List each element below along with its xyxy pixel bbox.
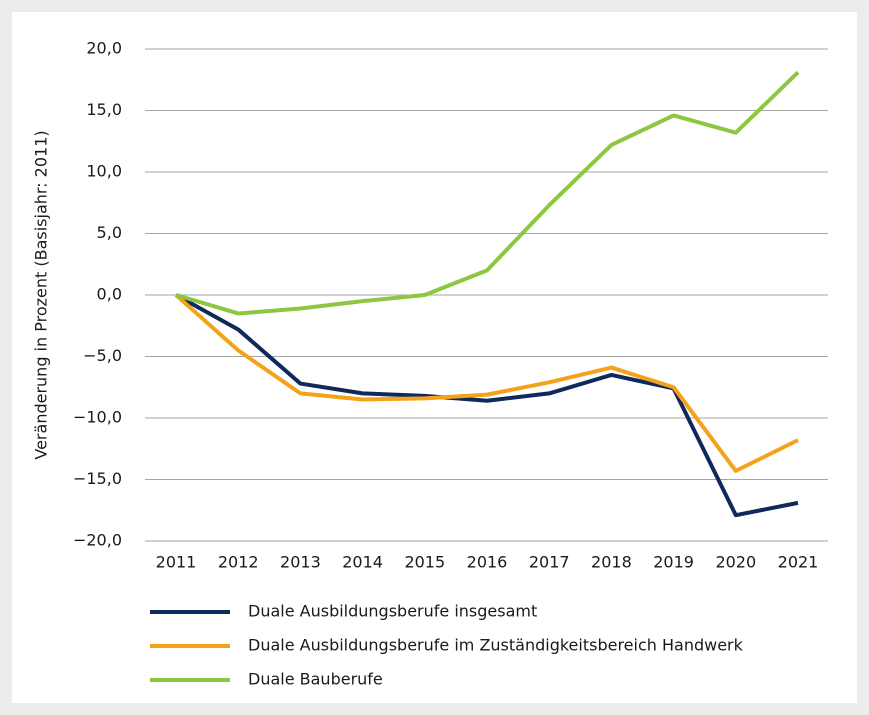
y-tick-label: −20,0 bbox=[73, 531, 122, 550]
x-tick-label: 2013 bbox=[280, 553, 321, 572]
x-tick-label: 2014 bbox=[342, 553, 383, 572]
x-tick-label: 2017 bbox=[529, 553, 570, 572]
legend-label: Duale Ausbildungsberufe im Zuständigkeit… bbox=[248, 636, 744, 655]
y-axis-label: Veränderung in Prozent (Basisjahr: 2011) bbox=[32, 130, 51, 459]
series-line bbox=[175, 70, 800, 316]
y-tick-label: 0,0 bbox=[97, 285, 122, 304]
y-tick-label: 20,0 bbox=[86, 39, 122, 58]
y-tick-label: −5,0 bbox=[83, 346, 122, 365]
y-tick-label: −10,0 bbox=[73, 408, 122, 427]
x-tick-label: 2012 bbox=[218, 553, 259, 572]
y-tick-label: 5,0 bbox=[97, 223, 122, 242]
legend-label: Duale Bauberufe bbox=[248, 670, 383, 689]
x-tick-label: 2011 bbox=[156, 553, 197, 572]
y-tick-label: 15,0 bbox=[86, 100, 122, 119]
y-tick-label: 10,0 bbox=[86, 162, 122, 181]
x-tick-label: 2021 bbox=[778, 553, 819, 572]
series-line bbox=[175, 293, 799, 518]
y-tick-label: −15,0 bbox=[73, 469, 122, 488]
x-tick-label: 2016 bbox=[467, 553, 508, 572]
series-line bbox=[174, 293, 799, 473]
x-tick-label: 2019 bbox=[653, 553, 694, 572]
panel bbox=[12, 12, 857, 703]
legend-label: Duale Ausbildungsberufe insgesamt bbox=[248, 602, 537, 621]
x-tick-label: 2018 bbox=[591, 553, 632, 572]
x-tick-label: 2020 bbox=[715, 553, 756, 572]
x-tick-label: 2015 bbox=[404, 553, 445, 572]
